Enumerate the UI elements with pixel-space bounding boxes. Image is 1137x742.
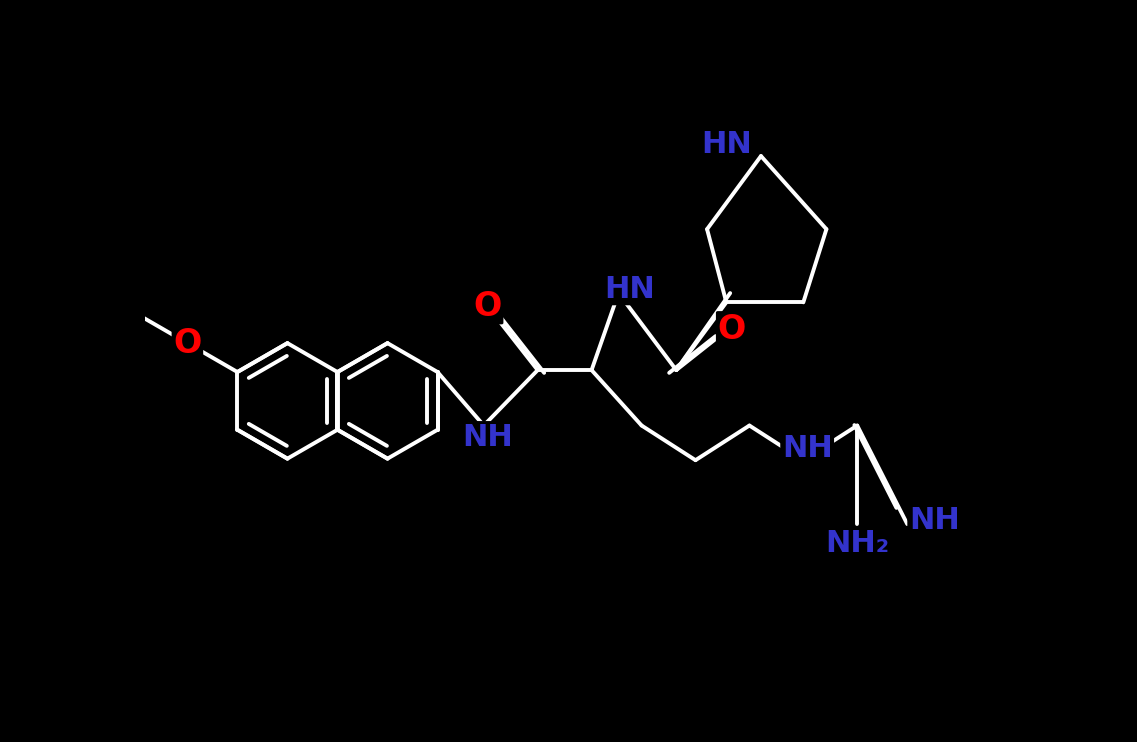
Text: NH: NH [463,423,513,452]
Text: HN: HN [605,275,655,303]
Text: O: O [717,313,746,346]
Text: NH: NH [782,434,832,463]
Text: HN: HN [700,130,752,159]
Text: NH: NH [908,506,960,535]
Text: NH₂: NH₂ [825,529,889,558]
Text: O: O [173,326,201,360]
Text: O: O [473,289,501,323]
